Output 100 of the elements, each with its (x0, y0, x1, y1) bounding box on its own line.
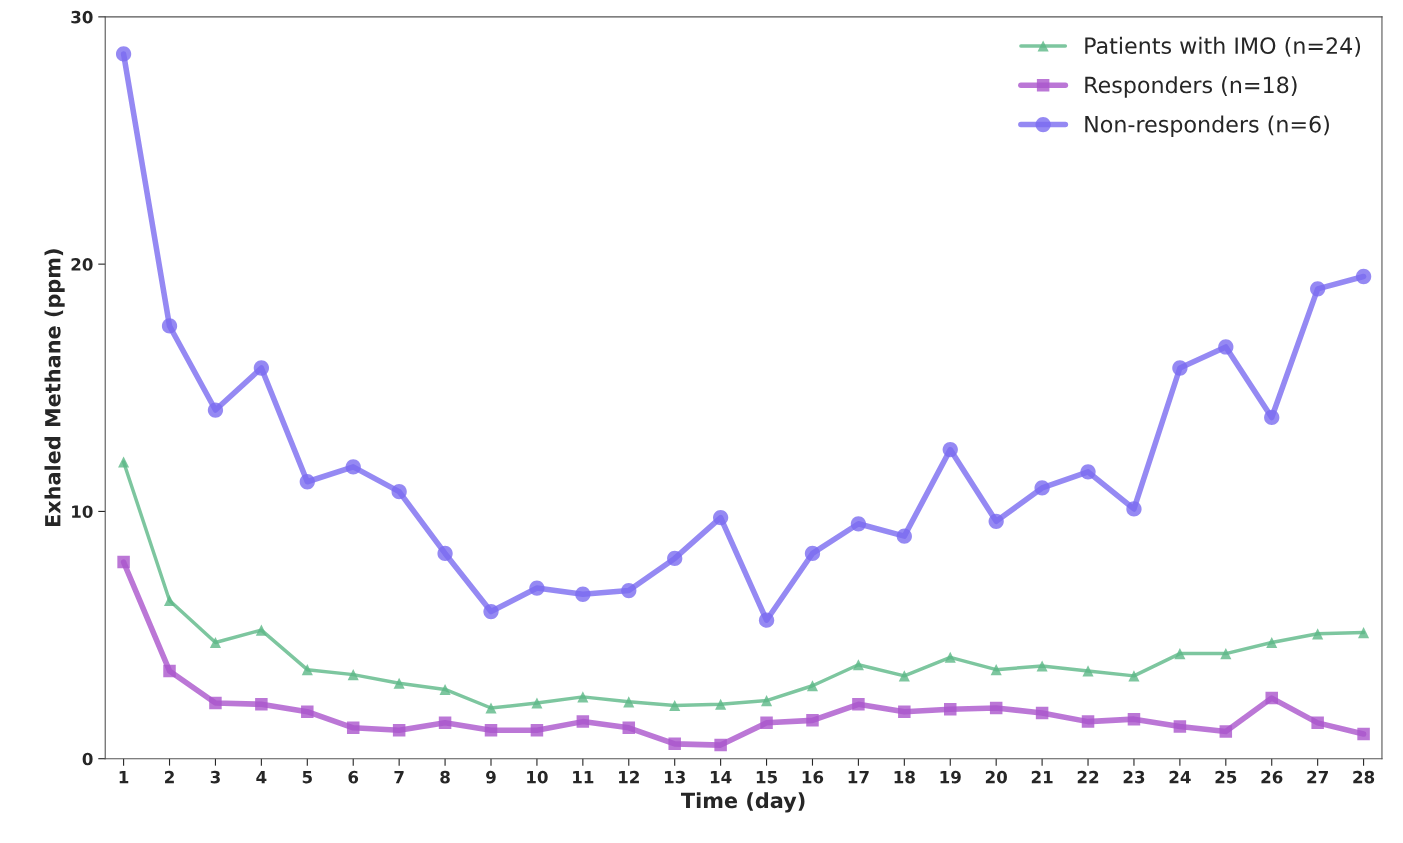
point (393, 677, 405, 689)
point (1173, 720, 1187, 733)
point (576, 715, 590, 728)
point (1172, 360, 1188, 376)
point (1219, 725, 1233, 738)
point (207, 402, 224, 418)
point (850, 516, 867, 532)
point (1355, 268, 1372, 285)
point (1034, 480, 1050, 496)
point (989, 701, 1003, 715)
point (345, 459, 361, 475)
point (852, 659, 864, 671)
point (255, 698, 268, 711)
point (988, 513, 1004, 529)
point (944, 702, 957, 716)
point (346, 721, 360, 735)
point (161, 318, 178, 334)
x-tick-label: 4 (256, 771, 267, 784)
x-tick-label: 1 (119, 771, 129, 784)
point (575, 586, 591, 602)
point (714, 738, 727, 752)
x-tick-label: 17 (848, 771, 869, 784)
point (1127, 712, 1141, 726)
x-tick-label: 13 (664, 770, 685, 784)
point (439, 683, 451, 696)
x-tick-label: 5 (302, 771, 312, 784)
point (1082, 665, 1094, 677)
point (485, 702, 497, 714)
point (806, 714, 819, 727)
point (531, 697, 543, 709)
x-tick-label: 10 (527, 770, 548, 784)
x-tick-label: 25 (1215, 770, 1237, 784)
x-axis-title: Time (day) (681, 792, 805, 813)
x-tick-label: 23 (1123, 770, 1145, 784)
x-tick-label: 8 (440, 770, 450, 784)
point (804, 545, 821, 562)
point (437, 545, 453, 562)
point (942, 441, 958, 458)
y-tick-label: 20 (71, 258, 93, 271)
point (529, 580, 545, 596)
legend-label: Non-responders (n=6) (1085, 115, 1329, 137)
point (163, 664, 176, 678)
point (163, 594, 176, 606)
point (209, 696, 222, 710)
point (852, 698, 865, 711)
point (761, 695, 773, 707)
y-tick-label: 0 (82, 752, 93, 766)
point (253, 360, 270, 376)
point (1357, 727, 1370, 741)
point (758, 612, 775, 628)
x-tick-label: 20 (985, 770, 1007, 784)
x-tick-label: 15 (756, 771, 777, 784)
point (1174, 648, 1186, 660)
x-tick-label: 21 (1031, 770, 1053, 784)
x-tick-label: 11 (573, 771, 594, 784)
x-tick-label: 19 (940, 770, 961, 784)
x-tick-label: 7 (394, 771, 404, 784)
point (712, 509, 729, 526)
point (667, 550, 683, 567)
point (898, 705, 911, 718)
y-tick-label: 10 (72, 505, 93, 518)
point (621, 582, 637, 599)
point (118, 456, 130, 468)
point (669, 699, 681, 712)
point (255, 624, 267, 636)
point (1036, 660, 1048, 672)
point (1358, 627, 1370, 639)
point (209, 636, 221, 649)
x-tick-label: 24 (1169, 770, 1191, 784)
point (530, 724, 544, 737)
point (483, 603, 499, 620)
point (347, 669, 359, 681)
point (1126, 501, 1142, 517)
x-tick-label: 22 (1077, 770, 1099, 784)
legend-label: Responders (n=18) (1085, 76, 1297, 98)
point (806, 680, 819, 692)
x-tick-label: 28 (1353, 770, 1375, 784)
x-tick-label: 18 (894, 770, 915, 784)
point (438, 716, 452, 730)
x-tick-label: 16 (802, 770, 824, 784)
point (115, 46, 132, 62)
point (1311, 716, 1324, 730)
x-tick-label: 27 (1307, 770, 1328, 784)
point (715, 698, 727, 710)
point (990, 664, 1002, 676)
x-tick-label: 6 (348, 770, 359, 784)
point (1128, 670, 1140, 682)
x-tick-label: 2 (165, 770, 174, 784)
point (1265, 691, 1278, 705)
point (1266, 636, 1278, 649)
point (392, 724, 406, 737)
point (622, 721, 636, 735)
point (301, 705, 314, 718)
x-tick-label: 3 (210, 770, 220, 784)
x-tick-label: 14 (710, 771, 732, 784)
legend-label: Patients with IMO (n=24) (1085, 36, 1361, 57)
point (1035, 706, 1049, 720)
point (1080, 464, 1096, 480)
point (760, 716, 773, 730)
point (391, 484, 407, 500)
